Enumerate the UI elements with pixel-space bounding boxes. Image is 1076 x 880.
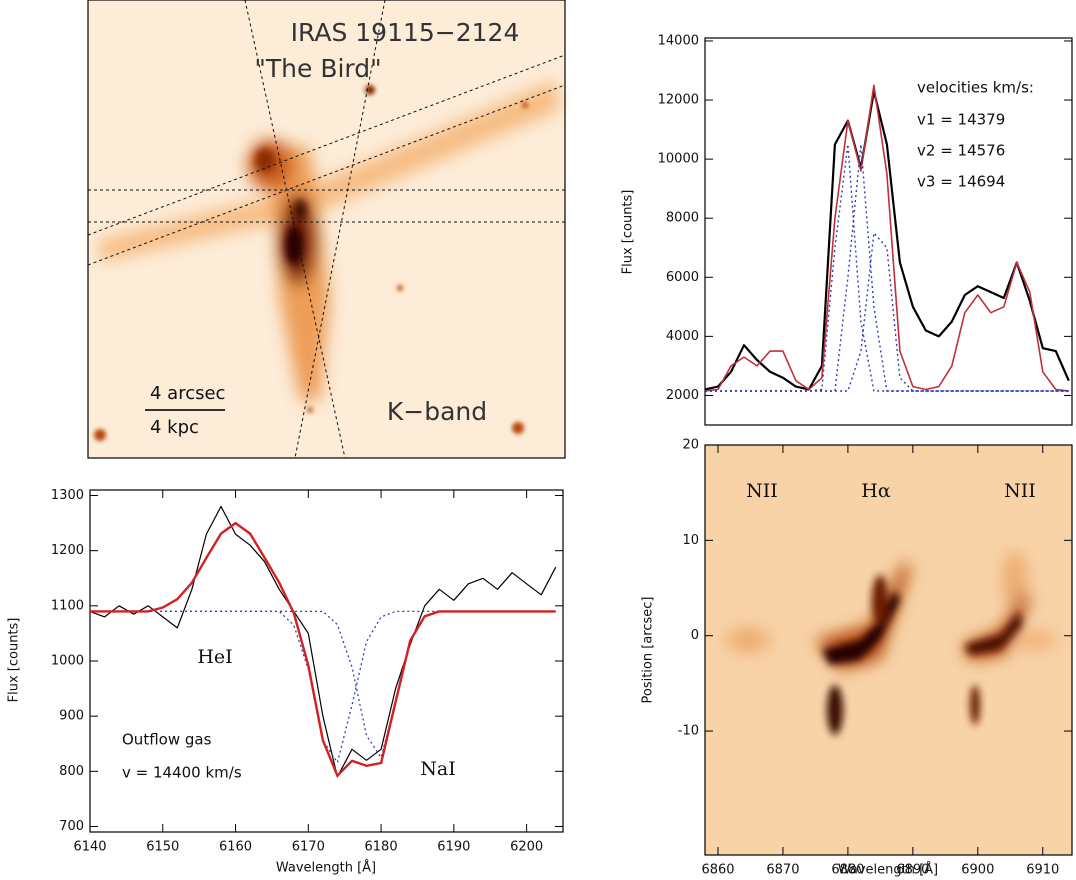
x-tick-label: 6910 bbox=[1026, 863, 1059, 878]
annotation: HeI bbox=[197, 646, 232, 668]
line-label: NII bbox=[1004, 480, 1036, 502]
absorption-panel: HeI NaI Outflow gas v = 14400 km/s Wavel… bbox=[7, 489, 564, 876]
y-axis-label: Flux [counts] bbox=[621, 190, 636, 275]
x-tick-label: 6880 bbox=[831, 863, 864, 878]
annotation: v3 = 14694 bbox=[917, 173, 1005, 191]
y-tick-label: 10000 bbox=[658, 152, 699, 167]
y-tick-label: 6000 bbox=[666, 270, 699, 285]
x-tick-label: 6160 bbox=[219, 840, 252, 855]
y-tick-label: 10 bbox=[682, 533, 699, 548]
y-tick-label: 1100 bbox=[51, 598, 84, 613]
spectrum-panel: velocities km/s: v1 = 14379 v2 = 14576 v… bbox=[621, 37, 1073, 426]
annotation: 4 kpc bbox=[150, 417, 199, 438]
annotation: v2 = 14576 bbox=[917, 142, 1005, 160]
y-axis-label: Position [arcsec] bbox=[641, 597, 656, 704]
y-tick-label: 12000 bbox=[658, 93, 699, 108]
image-title: IRAS 19115−2124 bbox=[291, 18, 520, 47]
pv-core bbox=[822, 575, 1022, 735]
annotation: v = 14400 km/s bbox=[122, 764, 242, 782]
x-axis-label: Wavelength [Å] bbox=[838, 862, 938, 878]
annotation: 4 arcsec bbox=[150, 383, 225, 404]
y-tick-label: 14000 bbox=[658, 33, 699, 48]
slit-line bbox=[87, 54, 566, 236]
y-tick-label: 1300 bbox=[51, 488, 84, 503]
pv-frame bbox=[704, 444, 1073, 856]
y-tick-label: 20 bbox=[682, 438, 699, 453]
x-tick-label: 6200 bbox=[510, 840, 543, 855]
y-tick-label: 700 bbox=[59, 819, 84, 834]
y-tick-label: 2000 bbox=[666, 388, 699, 403]
x-tick-label: 6870 bbox=[766, 863, 799, 878]
y-tick-label: -10 bbox=[678, 724, 699, 739]
x-tick-label: 6900 bbox=[961, 863, 994, 878]
annotation: K−band bbox=[387, 397, 487, 426]
annotation: Outflow gas bbox=[122, 731, 212, 749]
x-tick-label: 6150 bbox=[146, 840, 179, 855]
series-line bbox=[89, 505, 557, 778]
y-tick-label: 1200 bbox=[51, 543, 84, 558]
y-tick-label: 800 bbox=[59, 764, 84, 779]
annotation: NaI bbox=[420, 758, 455, 780]
pv-image: NII Hα NII Wavelength [Å] Position [arcs… bbox=[641, 444, 1073, 878]
y-tick-label: 4000 bbox=[666, 329, 699, 344]
x-tick-label: 6180 bbox=[365, 840, 398, 855]
series-line bbox=[704, 84, 1069, 392]
x-tick-label: 6140 bbox=[73, 840, 106, 855]
annotation: velocities km/s: bbox=[917, 79, 1034, 97]
plot-frame bbox=[704, 37, 1073, 426]
line-label: NII bbox=[746, 480, 778, 502]
y-tick-label: 1000 bbox=[51, 654, 84, 669]
series-line bbox=[704, 90, 1070, 391]
series-line bbox=[90, 521, 556, 777]
y-tick-label: 900 bbox=[59, 709, 84, 724]
slit-line bbox=[87, 84, 566, 266]
y-axis-label: Flux [counts] bbox=[7, 618, 22, 703]
x-tick-label: 6190 bbox=[437, 840, 470, 855]
series-line bbox=[705, 232, 1069, 392]
image-panel: IRAS 19115−2124 "The Bird" 4 arcsec 4 kp… bbox=[87, 0, 566, 459]
annotation: v1 = 14379 bbox=[917, 111, 1005, 129]
image-subtitle: "The Bird" bbox=[254, 54, 381, 83]
y-tick-label: 8000 bbox=[666, 211, 699, 226]
pv-background bbox=[705, 445, 1072, 855]
x-tick-label: 6170 bbox=[292, 840, 325, 855]
x-tick-label: 6860 bbox=[701, 863, 734, 878]
x-tick-label: 6890 bbox=[896, 863, 929, 878]
slit-line bbox=[244, 0, 346, 459]
image-frame bbox=[87, 0, 566, 459]
line-label: Hα bbox=[861, 480, 891, 502]
y-tick-label: 0 bbox=[691, 628, 699, 643]
x-axis-label: Wavelength [Å] bbox=[276, 860, 376, 876]
stars bbox=[94, 85, 528, 441]
